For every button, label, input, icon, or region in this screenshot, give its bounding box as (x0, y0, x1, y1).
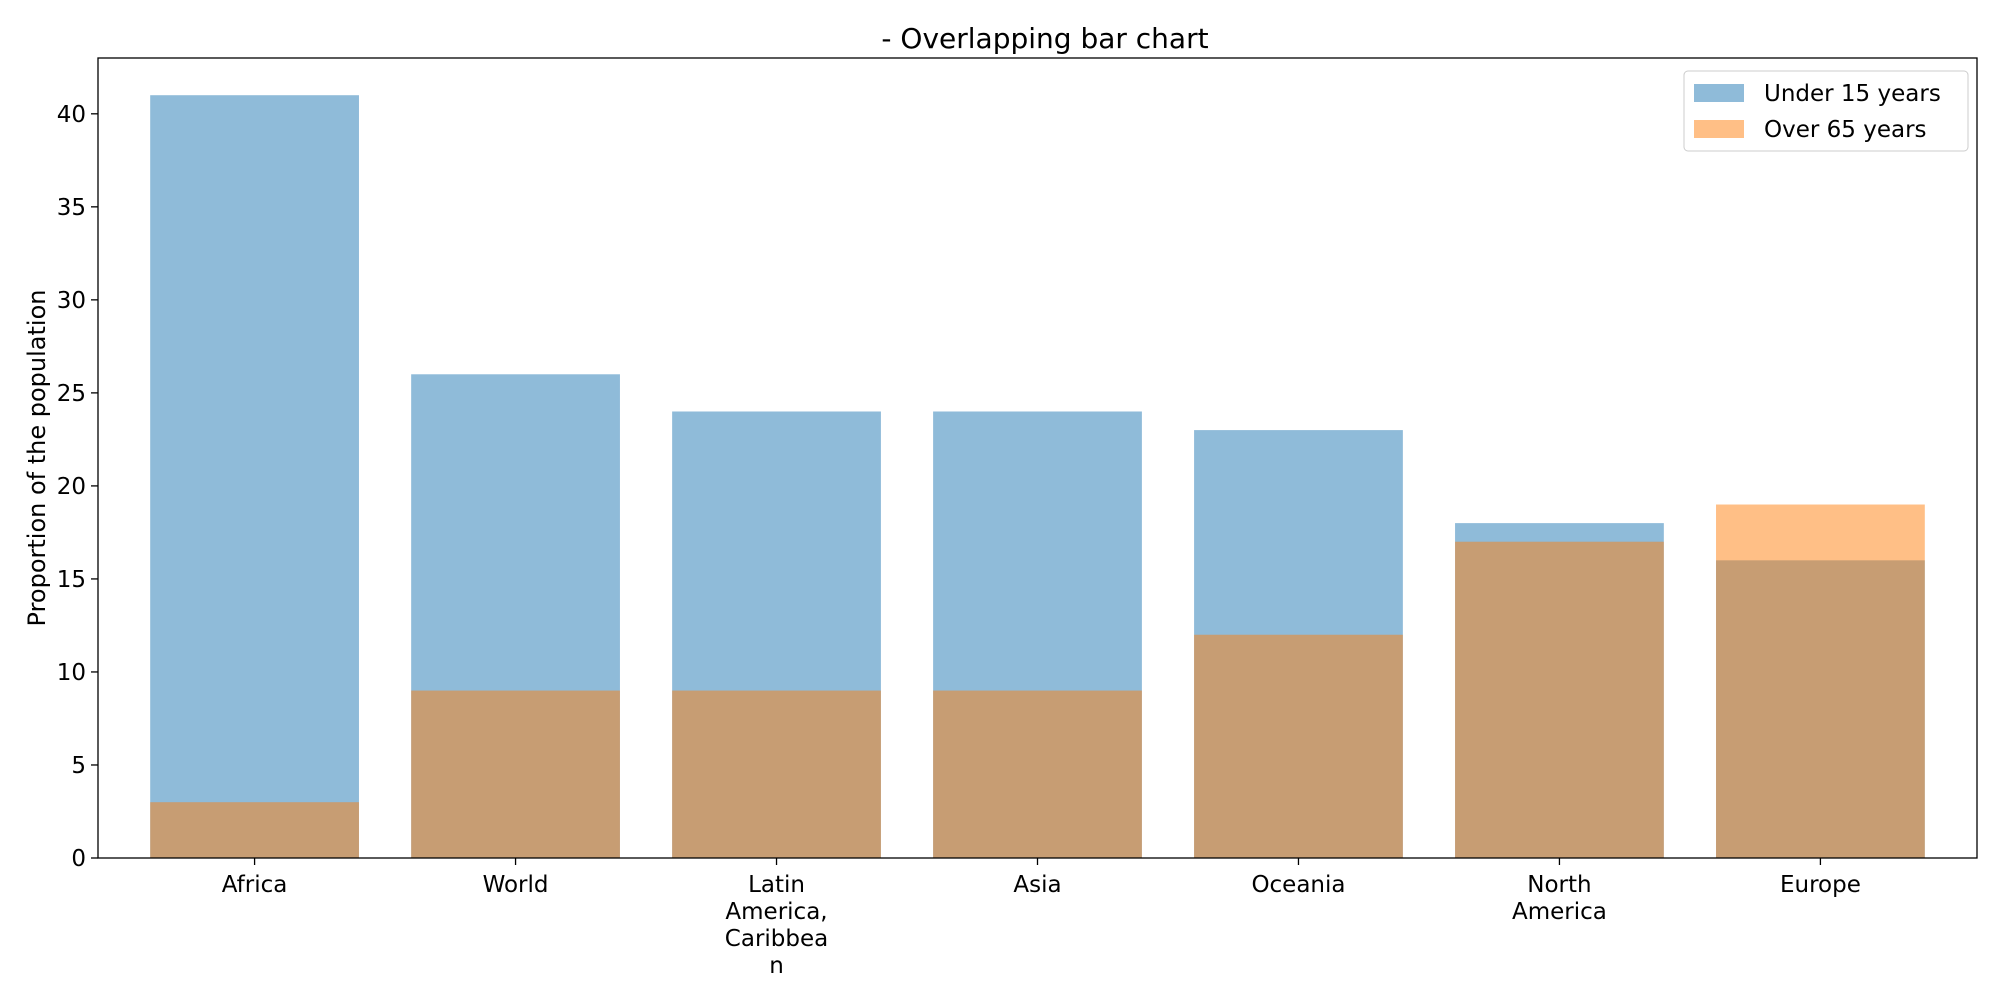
chart-title: - Overlapping bar chart (881, 22, 1208, 55)
y-tick-label: 15 (57, 567, 86, 593)
x-tick-label: Oceania (1251, 872, 1345, 898)
bar-over-65-5 (1455, 541, 1664, 858)
x-tick-label: North America (1512, 872, 1607, 925)
x-tick-label: Latin America, Caribbea n (725, 872, 828, 979)
y-tick-label: 10 (57, 660, 86, 686)
x-tick-label: World (483, 872, 549, 898)
x-tick-label-line: World (483, 872, 549, 898)
y-tick-label: 30 (57, 288, 86, 314)
x-tick-label-line: Europe (1780, 872, 1861, 898)
legend-swatch (1694, 120, 1744, 138)
legend-box (1683, 70, 1969, 152)
y-tick-label: 20 (57, 474, 86, 500)
legend-swatch (1694, 84, 1744, 102)
x-tick-label: Europe (1780, 872, 1861, 898)
x-tick-label-line: n (769, 953, 784, 979)
x-tick-label-line: Latin (748, 872, 805, 898)
y-axis-label: Proportion of the population (23, 290, 51, 627)
y-tick-label: 25 (57, 381, 86, 407)
legend: Under 15 years Over 65 years (1683, 70, 1969, 152)
bar-over-65-0 (150, 802, 359, 858)
bar-over-65-2 (672, 690, 881, 858)
y-tick-label: 0 (71, 846, 86, 872)
bar-over-65-3 (933, 690, 1142, 858)
x-tick-label: Africa (222, 872, 288, 898)
bar-under-15-0 (150, 95, 359, 859)
legend-label: Over 65 years (1764, 117, 1927, 143)
x-tick-label-line: Africa (222, 872, 288, 898)
bar-over-65-1 (411, 690, 620, 858)
y-axis: 0 5 10 15 20 25 30 35 40 (57, 102, 98, 872)
x-tick-label: Asia (1013, 872, 1061, 898)
plot-bars (150, 95, 1925, 859)
bar-over-65-4 (1194, 634, 1403, 858)
x-tick-label-line: Asia (1013, 872, 1061, 898)
bar-over-65-6 (1716, 504, 1925, 858)
y-tick-label: 5 (71, 753, 86, 779)
x-axis: Africa World Latin America, Caribbea n Asia Oce… (222, 858, 1861, 979)
x-tick-label-line: America (1512, 899, 1607, 925)
legend-label: Under 15 years (1764, 81, 1941, 107)
y-tick-label: 40 (57, 102, 86, 128)
x-tick-label-line: America, (725, 899, 827, 925)
x-tick-label-line: Oceania (1251, 872, 1345, 898)
x-tick-label-line: North (1527, 872, 1591, 898)
x-tick-label-line: Caribbea (725, 926, 828, 952)
y-tick-label: 35 (57, 195, 86, 221)
